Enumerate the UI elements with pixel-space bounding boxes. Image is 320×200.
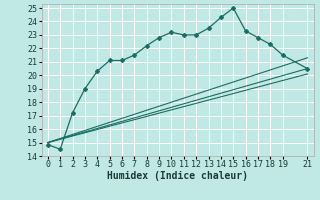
X-axis label: Humidex (Indice chaleur): Humidex (Indice chaleur) xyxy=(107,171,248,181)
